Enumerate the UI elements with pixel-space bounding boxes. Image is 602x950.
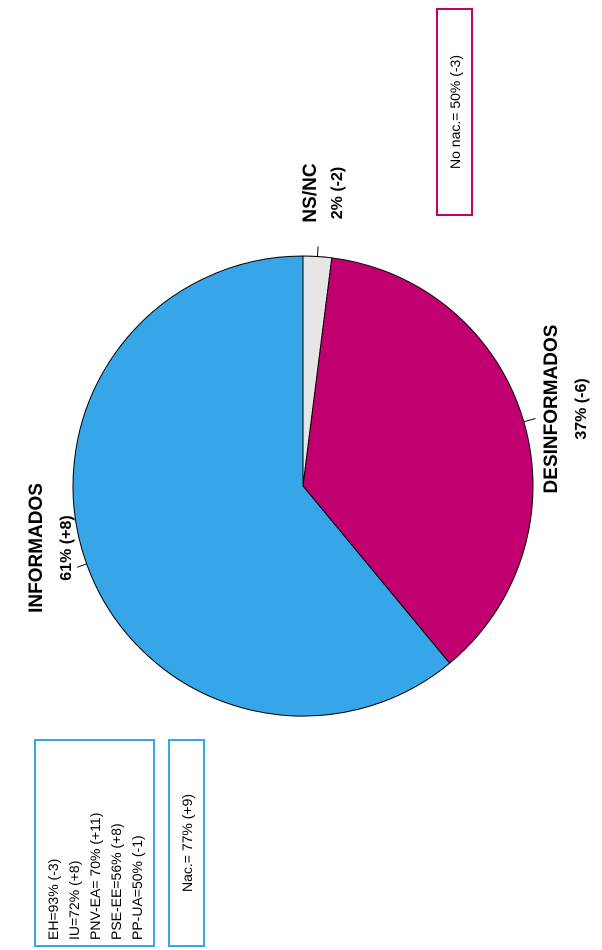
slice-name-ns-nc: NS/NC — [300, 163, 321, 222]
pie-slice-informados — [72, 255, 451, 717]
slice-name-informados: INFORMADOS — [26, 483, 47, 613]
slice-label-ns-nc: NS/NC 2% (-2) — [300, 163, 346, 222]
leader-line-desinformados — [523, 418, 536, 423]
party-line-iu: IU=72% (+8) — [66, 861, 82, 940]
slice-name-desinformados: DESINFORMADOS — [541, 325, 562, 494]
party-line-pse-ee: PSE-EE=56% (+8) — [108, 823, 124, 940]
label-leader-lines — [77, 246, 536, 568]
party-line-pnv-ea: PNV-EA= 70% (+11) — [87, 813, 103, 940]
non-nationalist-box: No nac.= 50% (-3) — [436, 8, 473, 216]
slice-label-informados: INFORMADOS 61% (+8) — [26, 483, 75, 613]
slice-label-desinformados: DESINFORMADOS 37% (-6) — [541, 325, 590, 494]
leader-line-informados — [77, 563, 87, 568]
leader-line-ns-nc — [316, 246, 319, 257]
nationalist-text: Nac.= 77% (+9) — [179, 794, 195, 892]
non-nationalist-text: No nac.= 50% (-3) — [447, 55, 463, 169]
nationalist-box: Nac.= 77% (+9) — [168, 739, 205, 947]
slice-value-ns-nc: 2% (-2) — [329, 167, 346, 219]
party-line-eh: EH=93% (-3) — [45, 859, 61, 940]
party-breakdown-box: EH=93% (-3) IU=72% (+8) PNV-EA= 70% (+11… — [34, 739, 155, 947]
pie-slice-desinformados — [302, 257, 534, 664]
slice-value-desinformados: 37% (-6) — [573, 378, 590, 439]
slice-value-informados: 61% (+8) — [58, 515, 75, 580]
party-line-pp-ua: PP-UA=50% (-1) — [129, 835, 145, 940]
pie-slices — [72, 255, 534, 717]
